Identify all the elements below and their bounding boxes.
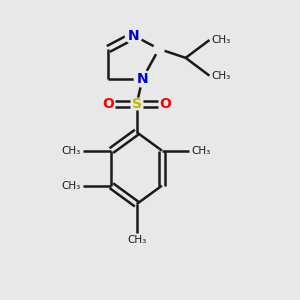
Text: CH₃: CH₃ [127,235,146,245]
Text: CH₃: CH₃ [61,181,81,191]
Text: O: O [159,97,171,111]
Text: N: N [137,72,148,86]
Text: CH₃: CH₃ [61,146,81,156]
Circle shape [125,27,142,44]
Text: N: N [128,28,140,43]
Text: CH₃: CH₃ [212,71,231,81]
Circle shape [134,70,151,87]
Text: S: S [132,97,142,111]
Text: O: O [103,97,114,111]
Text: CH₃: CH₃ [191,146,210,156]
Text: CH₃: CH₃ [212,35,231,45]
